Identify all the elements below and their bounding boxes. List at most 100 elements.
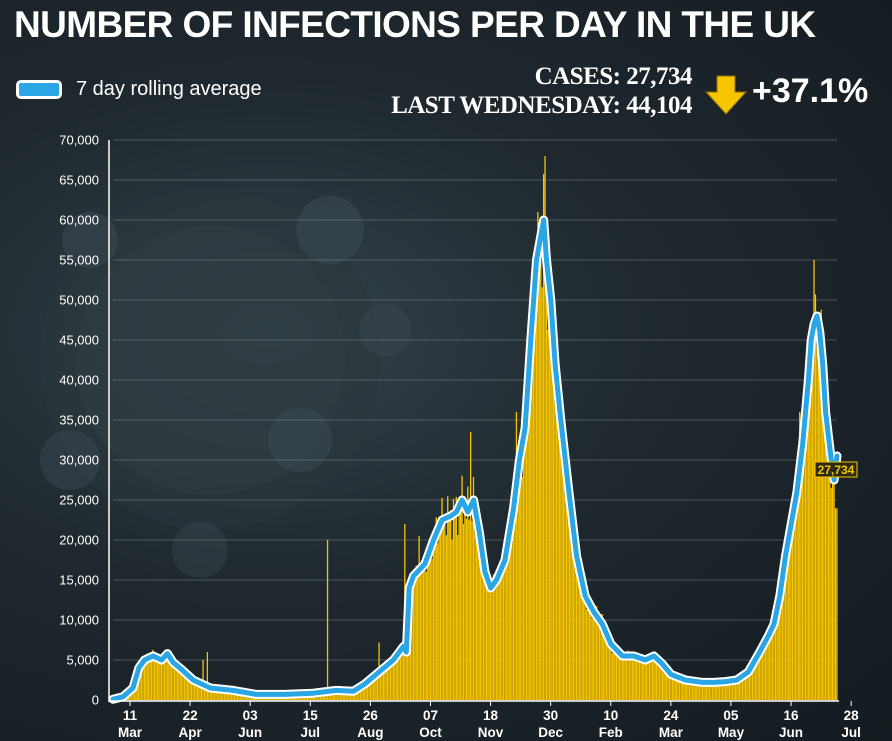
bar	[461, 475, 463, 700]
x-tick-month: Dec	[538, 725, 563, 740]
end-label-text: 27,734	[818, 463, 855, 477]
bar	[733, 681, 735, 700]
y-tick-label: 50,000	[59, 293, 99, 308]
bar	[781, 560, 784, 700]
x-tick-month: Nov	[478, 725, 504, 740]
bar	[474, 509, 476, 700]
bar	[544, 156, 546, 700]
bar	[188, 677, 190, 700]
bar	[800, 443, 802, 700]
bar	[575, 545, 578, 700]
bar	[481, 544, 483, 700]
bar	[500, 562, 502, 700]
bar	[472, 476, 475, 700]
bar	[635, 656, 638, 700]
bar	[475, 513, 478, 700]
bar	[425, 571, 427, 700]
bar	[218, 689, 220, 700]
bar	[490, 592, 492, 700]
bar	[511, 498, 513, 700]
x-tick-month: Mar	[118, 725, 143, 740]
y-tick-label: 0	[92, 693, 99, 708]
bar	[728, 680, 731, 700]
bar	[431, 558, 433, 700]
bar	[335, 690, 337, 700]
bar	[192, 679, 194, 700]
x-tick-day: 10	[603, 708, 618, 723]
bar	[700, 681, 702, 700]
bar	[594, 615, 596, 700]
bar	[376, 669, 379, 700]
bar	[517, 454, 519, 700]
bar	[342, 691, 344, 700]
bar	[222, 688, 224, 700]
bar	[736, 678, 738, 700]
bar	[557, 357, 559, 700]
y-tick-label: 10,000	[59, 613, 99, 628]
bar	[823, 394, 825, 700]
bar	[771, 637, 774, 700]
bar	[583, 584, 585, 700]
bar	[382, 664, 384, 700]
bar	[686, 677, 688, 700]
bar	[661, 666, 664, 700]
bar	[690, 681, 692, 700]
bar	[574, 546, 576, 700]
bar	[714, 682, 716, 700]
legend-swatch	[16, 80, 62, 99]
x-tick-month: Feb	[599, 725, 623, 740]
bar	[585, 609, 588, 700]
bar	[387, 669, 389, 700]
bar	[232, 691, 234, 700]
bar	[737, 678, 739, 700]
bar	[534, 279, 536, 700]
bar	[541, 287, 543, 700]
bar	[515, 412, 518, 700]
bar	[538, 256, 540, 700]
bar	[701, 684, 704, 700]
bar	[449, 510, 452, 700]
bar	[760, 654, 762, 700]
bar	[504, 559, 506, 700]
bar	[170, 660, 173, 700]
bar	[720, 682, 722, 700]
bar	[146, 653, 148, 700]
bar	[560, 429, 562, 700]
bar	[173, 666, 176, 700]
bar	[780, 589, 782, 700]
bar	[206, 652, 209, 700]
bar	[754, 661, 757, 700]
bar	[816, 347, 818, 700]
bar	[550, 297, 552, 700]
bar	[597, 623, 599, 700]
bar	[482, 576, 485, 700]
chart-title: NUMBER OF INFECTIONS PER DAY IN THE UK	[14, 4, 816, 45]
bar	[698, 682, 701, 700]
bar	[334, 690, 336, 700]
bar	[349, 691, 352, 700]
bar	[611, 653, 613, 700]
bar	[794, 491, 797, 700]
bar	[438, 529, 440, 700]
bar	[697, 679, 699, 700]
x-tick-month: May	[718, 725, 745, 740]
bar	[437, 543, 439, 700]
bar	[547, 329, 549, 700]
bar	[531, 267, 533, 700]
bar	[358, 687, 360, 700]
bar	[150, 659, 153, 700]
bar	[185, 672, 187, 700]
x-tick-day: 03	[243, 708, 259, 723]
virus-background-illustration	[40, 190, 411, 578]
bar	[813, 260, 815, 700]
bar	[385, 664, 387, 700]
x-tick-day: 28	[844, 708, 860, 723]
bar	[225, 689, 227, 700]
y-tick-label: 15,000	[59, 573, 99, 588]
bar	[452, 498, 455, 700]
bar	[432, 540, 435, 700]
bar	[401, 650, 403, 700]
bar	[156, 662, 158, 700]
bar	[671, 672, 674, 700]
bar	[415, 565, 417, 700]
